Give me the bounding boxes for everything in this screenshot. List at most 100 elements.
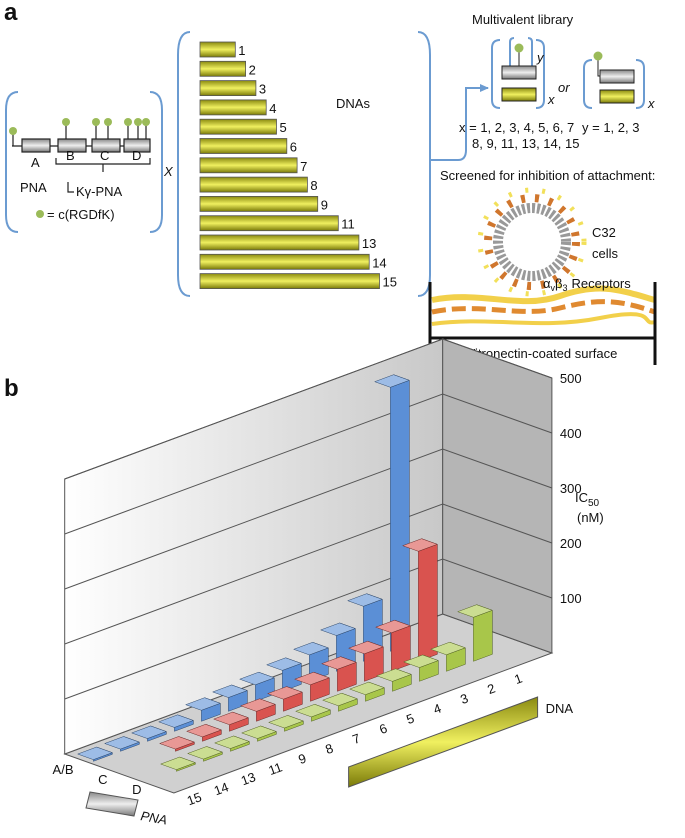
y-values: y = 1, 2, 3 bbox=[582, 120, 639, 135]
pna-strand bbox=[9, 118, 151, 218]
x-label: DNA bbox=[546, 701, 574, 716]
dna-length: 7 bbox=[300, 159, 307, 174]
y-tick-label: 500 bbox=[560, 371, 582, 386]
bar bbox=[240, 725, 278, 742]
bar bbox=[185, 723, 223, 742]
sub: v bbox=[551, 283, 556, 293]
dna-bar bbox=[199, 273, 380, 290]
bar-top bbox=[266, 686, 304, 700]
dna-bar bbox=[199, 234, 360, 251]
segment-label: C bbox=[100, 148, 109, 163]
dna-bar bbox=[199, 60, 246, 77]
bar bbox=[76, 746, 114, 762]
bar-top bbox=[103, 736, 141, 750]
bar bbox=[184, 697, 222, 722]
bar bbox=[321, 692, 359, 712]
bar-front bbox=[473, 609, 493, 662]
segment-label: A bbox=[31, 155, 40, 170]
bar-top bbox=[157, 714, 195, 728]
y-tick-label: 300 bbox=[560, 481, 582, 496]
bar-top bbox=[76, 746, 114, 760]
dnas-label: DNAs bbox=[336, 96, 370, 111]
bar bbox=[348, 681, 386, 702]
bar-top bbox=[402, 654, 440, 668]
receptor-label: αvβ3 Receptors bbox=[543, 276, 631, 293]
bar-top bbox=[401, 538, 439, 552]
dna-bar bbox=[199, 157, 298, 174]
series-label: C bbox=[98, 772, 107, 787]
dna-bar bbox=[199, 41, 236, 58]
dna-axis-bar bbox=[348, 696, 539, 788]
dna-length: 6 bbox=[290, 140, 297, 155]
y-var: y bbox=[536, 50, 545, 65]
grid-line bbox=[64, 448, 553, 590]
dna-length: 4 bbox=[269, 101, 276, 116]
bar bbox=[429, 641, 467, 672]
x-values: 8, 9, 11, 13, 14, 15 bbox=[472, 136, 579, 151]
bar-top bbox=[347, 640, 385, 655]
bar-top bbox=[429, 641, 467, 656]
bar bbox=[375, 668, 413, 692]
bar bbox=[401, 538, 439, 662]
x-tick-label: 13 bbox=[239, 769, 258, 788]
times: X bbox=[163, 164, 174, 179]
bar bbox=[211, 684, 249, 712]
alpha: α bbox=[543, 276, 551, 291]
bar-top bbox=[158, 736, 196, 750]
rgd-label: = c(RGDfK) bbox=[47, 207, 115, 222]
x-tick-label: 15 bbox=[185, 789, 204, 808]
dna-bar bbox=[199, 118, 277, 135]
dna-bar bbox=[199, 253, 370, 270]
bar-top bbox=[213, 735, 251, 749]
bar bbox=[456, 604, 494, 662]
x-tick-label: 4 bbox=[431, 700, 443, 717]
or: or bbox=[558, 80, 570, 95]
bar-top bbox=[185, 724, 223, 738]
cell-graphic bbox=[428, 187, 657, 365]
dna-bar bbox=[199, 99, 267, 116]
x-tick-label: 5 bbox=[404, 710, 416, 727]
segment-label: B bbox=[66, 148, 75, 163]
y-tick-label: 100 bbox=[560, 591, 582, 606]
segment-label: D bbox=[132, 148, 141, 163]
library-title: Multivalent library bbox=[472, 12, 574, 27]
pna-axis-bar bbox=[85, 791, 139, 817]
y-tick-label: 200 bbox=[560, 536, 582, 551]
dna-bar bbox=[199, 215, 339, 232]
bar bbox=[293, 671, 331, 702]
grid-line bbox=[64, 558, 553, 700]
x-tick-label: 9 bbox=[296, 750, 308, 767]
bar bbox=[373, 374, 411, 652]
dna-length: 5 bbox=[280, 120, 287, 135]
cells-label: cells bbox=[592, 246, 619, 261]
bar-top bbox=[267, 715, 305, 729]
bar-top bbox=[184, 697, 222, 711]
beta: β bbox=[555, 276, 562, 291]
arrow bbox=[430, 87, 488, 161]
bar bbox=[265, 657, 303, 692]
side-wall bbox=[442, 338, 553, 654]
x-tick-label: 6 bbox=[377, 720, 389, 737]
dna-length: 2 bbox=[249, 62, 256, 77]
bar-top bbox=[292, 642, 330, 656]
cells-label: C32 bbox=[592, 225, 616, 240]
bar-top bbox=[348, 681, 386, 695]
screen-text: Screened for inhibition of attachment: bbox=[440, 168, 655, 183]
y-tick-label: 400 bbox=[560, 426, 582, 441]
bar-front bbox=[418, 543, 438, 662]
bar-top bbox=[186, 746, 224, 760]
bar bbox=[212, 711, 250, 732]
grid-line bbox=[64, 393, 553, 535]
surface-label: Vitronectin-coated surface bbox=[467, 346, 618, 361]
dna-length: 3 bbox=[259, 82, 266, 97]
bar bbox=[159, 756, 197, 772]
pna-diagram bbox=[5, 31, 431, 297]
bar bbox=[186, 746, 224, 762]
dna-length: 11 bbox=[341, 217, 355, 232]
kpna-label: Kγ-PNA bbox=[76, 184, 123, 199]
bar-top bbox=[320, 656, 358, 670]
bar bbox=[158, 736, 196, 752]
